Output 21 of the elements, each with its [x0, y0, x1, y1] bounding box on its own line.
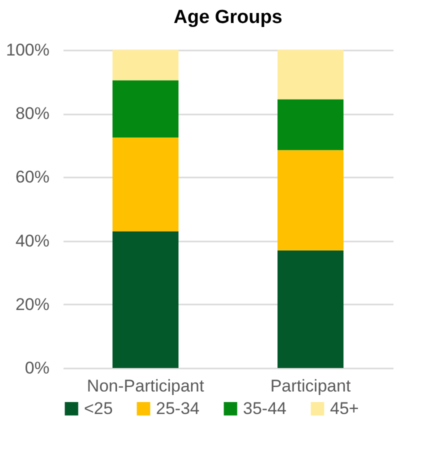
chart-title: Age Groups	[174, 7, 282, 28]
legend-label: 25-34	[156, 398, 200, 418]
y-tick-label: 0%	[24, 358, 50, 378]
bar	[112, 231, 178, 368]
legend-label: <25	[84, 398, 113, 418]
y-tick-label: 100%	[6, 40, 50, 60]
y-tick-label: 40%	[15, 231, 50, 250]
bar	[278, 99, 344, 150]
legend-label: 45+	[330, 398, 359, 418]
bar	[278, 250, 344, 368]
bar	[112, 50, 178, 80]
legend-label: 35-44	[243, 398, 286, 418]
x-tick-label: Participant	[270, 376, 351, 396]
bar	[112, 80, 178, 138]
bar	[278, 50, 344, 100]
bar	[278, 150, 344, 250]
y-tick-label: 80%	[15, 104, 50, 124]
y-tick-label: 20%	[15, 294, 50, 314]
y-tick-label: 60%	[15, 168, 50, 187]
bar	[112, 137, 178, 232]
x-tick-label: Non-Participant	[86, 376, 204, 396]
